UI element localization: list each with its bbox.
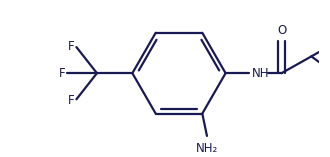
Text: O: O	[277, 24, 286, 37]
Text: NH: NH	[252, 67, 269, 80]
Text: NH₂: NH₂	[196, 141, 218, 154]
Text: F: F	[68, 40, 75, 53]
Text: F: F	[59, 67, 65, 80]
Text: F: F	[68, 94, 75, 107]
